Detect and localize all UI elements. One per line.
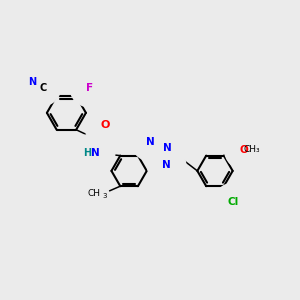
Text: 3: 3 (103, 194, 107, 200)
Text: F: F (85, 82, 93, 93)
Text: H: H (83, 148, 92, 158)
Text: N: N (162, 160, 171, 170)
Text: CH: CH (87, 189, 100, 198)
Text: CH₃: CH₃ (243, 145, 260, 154)
Text: N: N (163, 143, 172, 153)
Text: C: C (39, 82, 46, 93)
Text: N: N (91, 148, 100, 158)
Text: N: N (28, 76, 37, 87)
Circle shape (69, 135, 105, 171)
Circle shape (76, 134, 115, 172)
Circle shape (147, 146, 186, 184)
Circle shape (15, 64, 50, 99)
Circle shape (25, 70, 61, 106)
Circle shape (225, 131, 263, 169)
Circle shape (214, 183, 252, 222)
Circle shape (85, 105, 125, 146)
Text: O: O (239, 145, 248, 155)
Circle shape (131, 123, 170, 161)
Circle shape (70, 68, 108, 107)
Circle shape (148, 128, 186, 167)
Text: Cl: Cl (227, 197, 239, 207)
Text: N: N (146, 137, 155, 147)
Text: O: O (100, 120, 110, 130)
